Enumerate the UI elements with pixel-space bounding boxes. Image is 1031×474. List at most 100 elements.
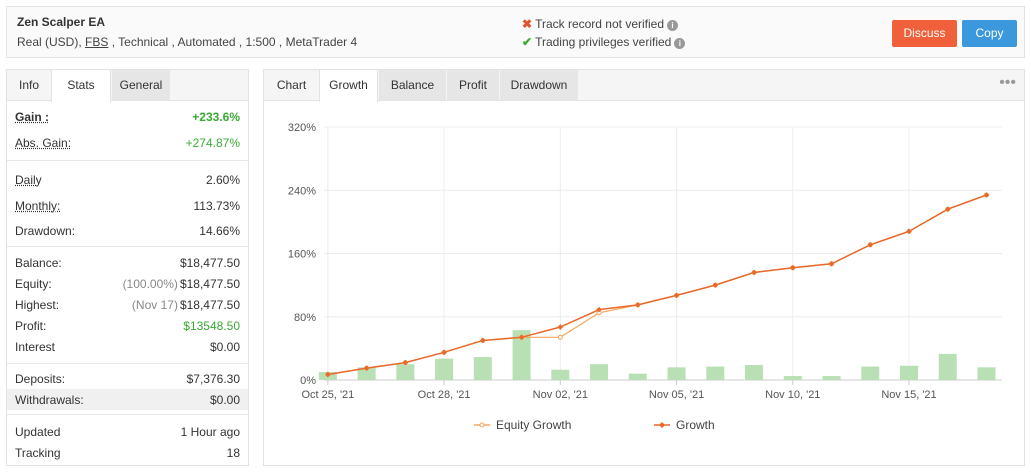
bar (977, 367, 996, 380)
tab-balance[interactable]: Balance (379, 70, 446, 101)
legend-label: Equity Growth (496, 418, 571, 432)
stat-interest: Interest $0.00 (7, 336, 248, 357)
chart-tabs: Chart Growth Balance Profit Drawdown ••• (264, 70, 1024, 102)
tab-growth[interactable]: Growth (319, 70, 378, 102)
tab-profit[interactable]: Profit (447, 70, 499, 101)
broker-link[interactable]: FBS (85, 35, 109, 49)
stat-balance: Balance: $18,477.50 (7, 252, 248, 273)
stat-monthly: Monthly: 113.73% (7, 195, 248, 216)
equity-percent: (100.00%) (122, 277, 178, 291)
monthly-label[interactable]: Monthly: (15, 199, 61, 213)
system-title: Zen Scalper EA (17, 15, 106, 29)
updated-value: 1 Hour ago (180, 425, 240, 439)
x-tick-label: Oct 25, '21 (301, 389, 354, 401)
chart-panel: Chart Growth Balance Profit Drawdown •••… (263, 69, 1025, 466)
legend-label: Growth (676, 418, 715, 432)
bar (861, 366, 880, 380)
growth-point (944, 206, 951, 213)
stat-updated: Updated 1 Hour ago (7, 421, 248, 442)
x-tick-label: Nov 15, '21 (881, 389, 936, 401)
info-icon[interactable]: i (674, 38, 686, 49)
equity-growth-line (327, 194, 987, 376)
x-tick-label: Nov 10, '21 (765, 389, 820, 401)
growth-point (983, 192, 990, 198)
account-details: , Technical , Automated , 1:500 , MetaTr… (108, 35, 358, 49)
tab-general[interactable]: General (112, 70, 170, 101)
growth-point (596, 306, 602, 313)
growth-point (906, 228, 912, 235)
growth-chart: 0% 80% 160% 240% 320% Oct 25, '21 Oct 28, '21 N… (288, 122, 1002, 432)
growth-line (327, 194, 987, 376)
y-tick-label: 0% (300, 375, 316, 387)
bar (512, 330, 531, 380)
stat-tracking: Tracking 18 (7, 442, 248, 463)
stats-panel: Info Stats General Gain : +233.6% Abs. G… (6, 69, 249, 466)
divider (7, 363, 248, 364)
growth-point (751, 269, 757, 276)
y-tick-label: 80% (294, 312, 316, 324)
y-tick-label: 240% (288, 185, 316, 197)
tracking-value: 18 (226, 446, 240, 460)
stat-gain: Gain : +233.6% (7, 106, 248, 127)
growth-point (712, 282, 719, 288)
abs-gain-label[interactable]: Abs. Gain: (15, 136, 72, 150)
bar (900, 365, 919, 380)
bar (551, 369, 570, 380)
profit-label: Profit: (15, 319, 47, 333)
interest-label: Interest (15, 340, 56, 354)
balance-label: Balance: (15, 256, 62, 270)
check-icon: ✔ (522, 35, 533, 49)
growth-point (518, 334, 525, 341)
y-tick-label: 160% (288, 249, 316, 261)
withdrawals-value: $0.00 (209, 393, 240, 407)
gain-label[interactable]: Gain : (15, 110, 50, 124)
tab-stats[interactable]: Stats (51, 70, 111, 102)
deposits-value: $7,376.30 (186, 372, 240, 386)
drawdown-label: Drawdown: (15, 224, 76, 238)
equity-value-group: (100.00%) $18,477.50 (123, 277, 240, 291)
tab-chart[interactable]: Chart (276, 78, 307, 92)
copy-button[interactable]: Copy (962, 20, 1017, 47)
bar (822, 376, 841, 380)
stats-tabs: Info Stats General (7, 70, 248, 102)
stat-drawdown: Drawdown: 14.66% (7, 220, 248, 241)
drawdown-value: 14.66% (199, 224, 240, 238)
abs-gain-value: +274.87% (185, 136, 240, 150)
growth-point (402, 359, 409, 366)
updated-label: Updated (15, 425, 61, 439)
bar (667, 367, 686, 380)
bar (783, 376, 802, 380)
trading-privileges-text: Trading privileges verified (535, 35, 672, 49)
growth-point (673, 292, 680, 299)
bar (435, 358, 454, 380)
more-options-icon[interactable]: ••• (999, 74, 1016, 91)
account-type: Real (USD), (17, 35, 86, 49)
stat-daily: Daily 2.60% (7, 169, 248, 190)
tab-info[interactable]: Info (18, 78, 39, 92)
highest-date: (Nov 17) (131, 298, 178, 312)
growth-point (867, 242, 874, 248)
growth-point (789, 264, 796, 271)
track-record-status: ✖ Track record not verified i (522, 17, 678, 31)
daily-value: 2.60% (205, 173, 240, 187)
growth-point (480, 337, 486, 344)
highest-value-group: (Nov 17) $18,477.50 (132, 298, 240, 312)
equity-point (557, 334, 563, 340)
growth-point (441, 349, 447, 356)
info-icon[interactable]: i (667, 20, 678, 31)
withdrawals-label: Withdrawals: (15, 393, 84, 407)
y-tick-label: 320% (288, 122, 316, 134)
bar (357, 367, 376, 380)
tab-drawdown[interactable]: Drawdown (500, 70, 578, 101)
daily-label[interactable]: Daily (15, 173, 42, 187)
legend-marker (659, 422, 665, 428)
account-subtitle: Real (USD), FBS , Technical , Automated … (17, 35, 357, 49)
discuss-button[interactable]: Discuss (892, 20, 957, 47)
bar (938, 353, 957, 380)
legend-marker (479, 422, 485, 428)
x-tick-label: Oct 28, '21 (418, 389, 471, 401)
stat-profit: Profit: $13548.50 (7, 315, 248, 336)
interest-value: $0.00 (209, 340, 240, 354)
stat-highest: Highest: (Nov 17) $18,477.50 (7, 294, 248, 315)
bar (473, 357, 492, 380)
